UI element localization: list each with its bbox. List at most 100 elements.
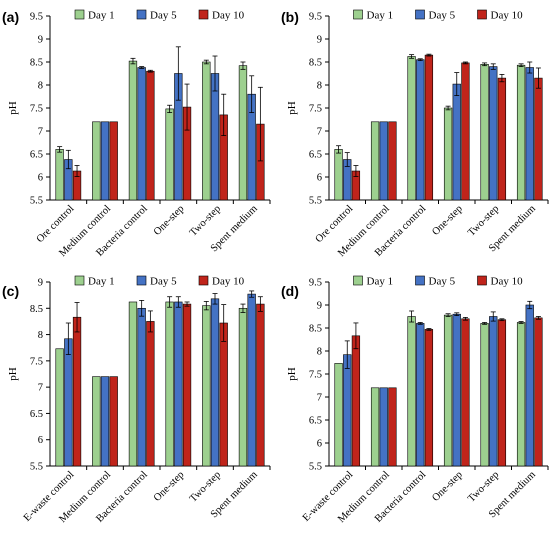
legend-label: Day 5: [429, 10, 456, 22]
bar-day-5: [137, 307, 146, 467]
x-category-label: Two-step: [466, 469, 501, 504]
legend-swatch: [415, 9, 425, 20]
bar-day-1: [92, 121, 101, 201]
y-tick-label: 5.5: [309, 462, 322, 473]
bar-day-1: [334, 149, 343, 201]
bar-day-5: [137, 67, 146, 201]
y-tick-label: 5.5: [30, 196, 43, 207]
bar-day-1: [407, 316, 416, 467]
bar-day-1: [128, 301, 138, 467]
legend-label: Day 1: [367, 276, 394, 288]
bar-day-1: [202, 61, 211, 201]
legend-label: Day 1: [367, 10, 394, 22]
bar-day-5: [525, 67, 534, 201]
bar-day-10: [109, 121, 118, 201]
y-tick-label: 6.5: [309, 416, 322, 427]
bar-day-1: [238, 307, 248, 467]
y-tick-label: 6: [38, 435, 43, 446]
y-tick-label: 9.5: [30, 12, 43, 23]
y-axis-label: pH: [7, 101, 19, 115]
y-tick-label: 8.5: [309, 324, 322, 335]
y-tick-label: 6.5: [30, 409, 43, 420]
bar-day-1: [480, 323, 489, 467]
bar-day-10: [461, 62, 470, 201]
y-tick-label: 7: [317, 127, 322, 138]
y-tick-label: 7.5: [30, 104, 43, 115]
y-tick-label: 7: [317, 393, 322, 404]
bar-day-5: [174, 301, 183, 467]
y-tick-label: 6: [317, 439, 322, 450]
bar-day-1: [370, 387, 380, 467]
legend-label: Day 5: [429, 276, 456, 288]
bar-day-10: [461, 318, 470, 467]
panel-label: (b): [281, 9, 299, 25]
bar-day-5: [489, 316, 498, 467]
bar-day-1: [128, 60, 138, 201]
bar-day-1: [480, 64, 489, 201]
x-category-label: One-step: [430, 469, 465, 504]
legend-swatch: [74, 9, 85, 20]
bar-day-1: [516, 64, 526, 201]
y-tick-label: 7.5: [309, 370, 322, 381]
y-tick-label: 6.5: [30, 150, 43, 161]
legend-label: Day 10: [212, 276, 245, 288]
y-tick-label: 8: [317, 81, 322, 92]
y-tick-label: 9.5: [309, 12, 322, 23]
bar-day-1: [55, 348, 64, 467]
bar-day-10: [424, 329, 434, 467]
bar-day-1: [443, 314, 453, 467]
y-tick-label: 8: [38, 81, 43, 92]
y-axis-label: pH: [286, 101, 298, 115]
bar-day-10: [109, 376, 118, 467]
x-category-label: Two-step: [188, 203, 223, 238]
y-axis-label: pH: [7, 367, 19, 381]
bar-day-5: [210, 298, 220, 467]
bar-day-10: [351, 335, 361, 467]
bar-day-10: [146, 321, 155, 467]
bar-day-5: [210, 73, 220, 201]
bar-day-10: [497, 77, 507, 201]
bar-day-10: [72, 316, 82, 467]
y-axis-label: pH: [286, 367, 298, 381]
legend-label: Day 1: [88, 10, 115, 22]
x-category-label: Two-step: [188, 469, 223, 504]
legend-label: Day 5: [150, 10, 177, 22]
legend-swatch: [353, 9, 363, 20]
bar-day-1: [516, 322, 526, 467]
legend-label: Day 10: [491, 276, 524, 288]
bar-day-1: [238, 65, 248, 201]
bar-day-5: [100, 376, 110, 467]
bar-day-5: [64, 338, 73, 467]
y-tick-label: 6: [38, 173, 43, 184]
legend-swatch: [353, 275, 363, 286]
bar-day-5: [489, 66, 498, 201]
bar-day-1: [202, 305, 211, 467]
panel-label: (c): [2, 283, 19, 299]
bar-day-10: [534, 77, 543, 201]
y-tick-label: 7.5: [309, 104, 322, 115]
bar-day-5: [416, 59, 425, 201]
bar-day-1: [92, 376, 101, 467]
bar-day-10: [424, 54, 434, 201]
legend-label: Day 10: [212, 10, 245, 22]
y-tick-label: 9: [317, 35, 322, 46]
bar-day-5: [452, 313, 461, 467]
panel-label: (a): [2, 9, 19, 25]
bar-day-5: [343, 354, 352, 467]
bar-day-5: [100, 121, 110, 201]
legend-swatch: [477, 275, 487, 286]
bar-day-1: [407, 56, 416, 201]
y-tick-label: 9.5: [309, 278, 322, 289]
bar-day-5: [525, 304, 534, 467]
bar-day-5: [379, 387, 388, 467]
y-tick-label: 5.5: [30, 462, 43, 473]
bar-day-5: [452, 83, 461, 201]
bar-day-1: [443, 107, 453, 201]
bar-day-10: [256, 303, 265, 467]
panel-label: (d): [281, 283, 299, 299]
y-tick-label: 8.5: [30, 58, 43, 69]
legend-swatch: [198, 9, 209, 20]
legend-label: Day 5: [150, 276, 177, 288]
